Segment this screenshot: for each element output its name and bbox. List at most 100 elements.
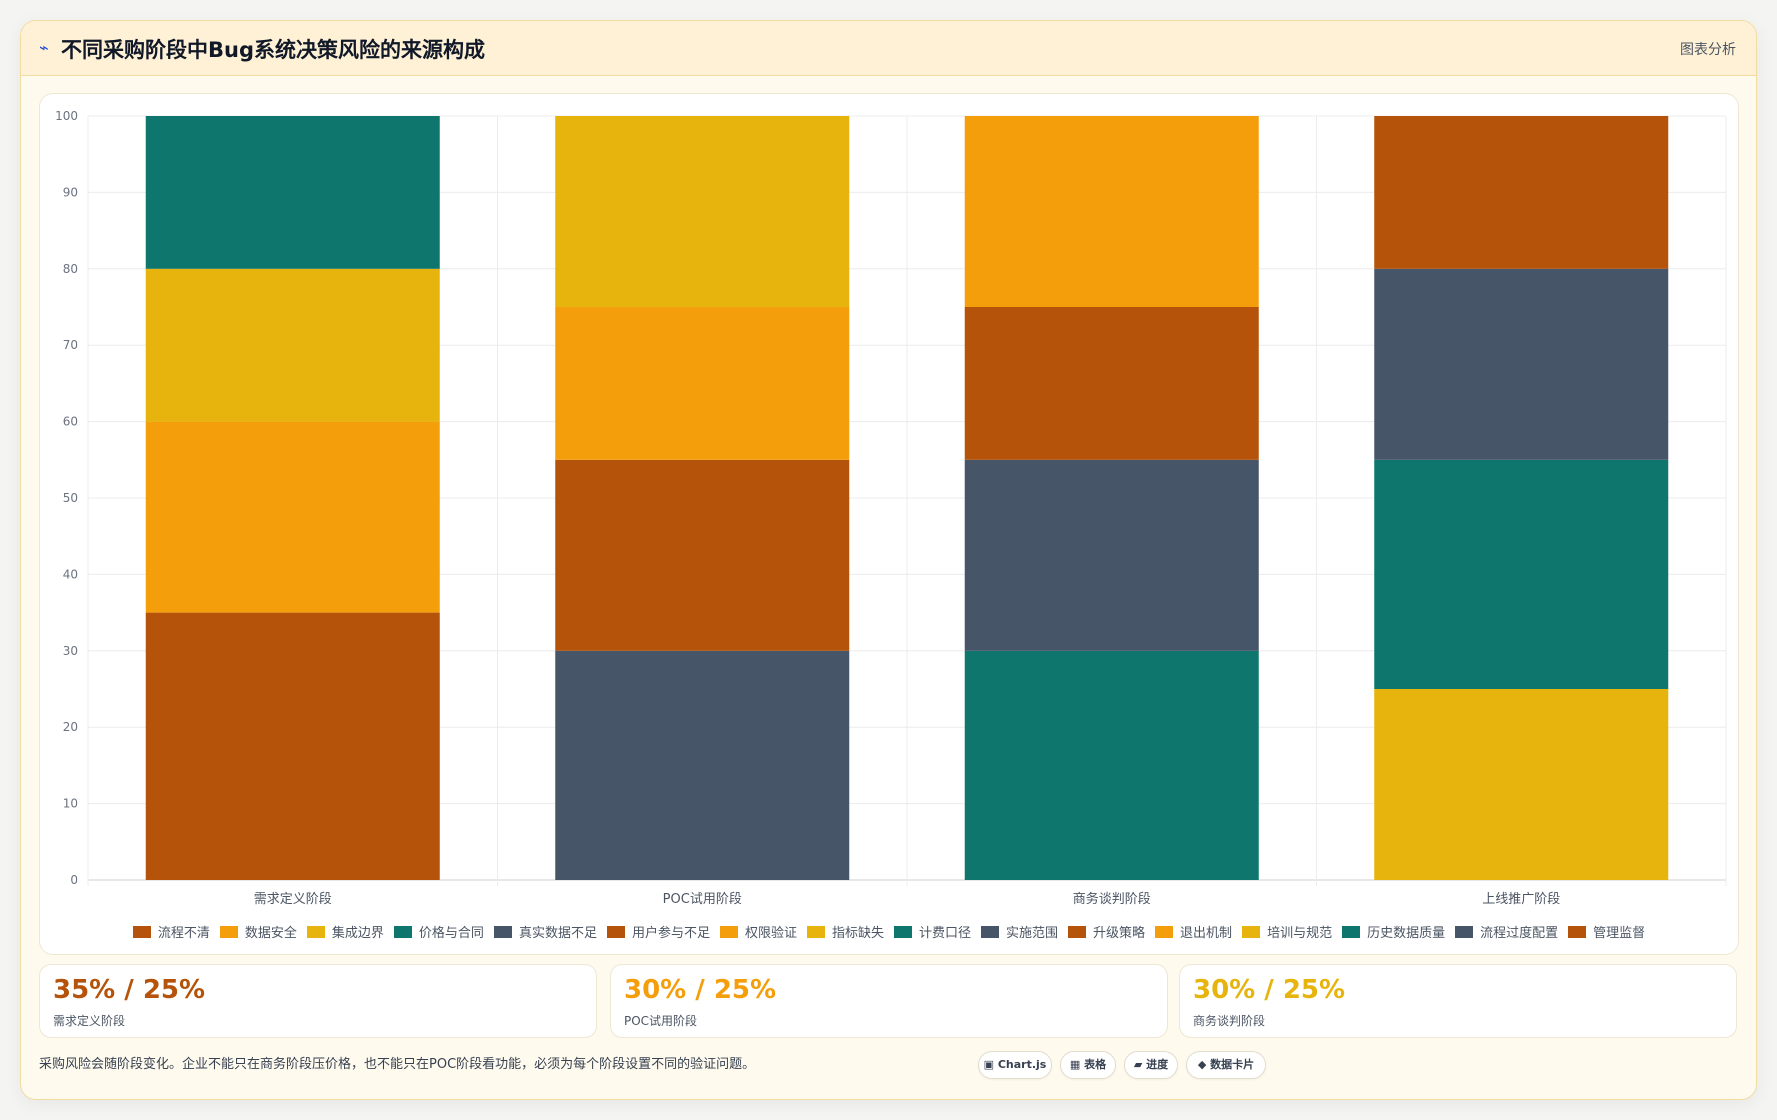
tag-progress[interactable]: ▰ 进度 — [1124, 1051, 1178, 1079]
bar-segment — [1374, 689, 1669, 880]
chart-panel: 0 10 20 30 40 50 60 70 80 90 100 需求定义阶段 POC试用阶段 商务谈判阶… — [39, 93, 1739, 955]
legend-label: 计费口径 — [919, 926, 972, 941]
legend-item[interactable]: 真实数据不足 — [493, 922, 597, 941]
bar-segment — [964, 650, 1259, 880]
footer-note: 采购风险会随阶段变化。企业不能只在商务阶段压价格，也不能只在POC阶段看功能，必… — [39, 1057, 756, 1072]
legend-swatch — [1455, 926, 1474, 938]
legend-label: 退出机制 — [1180, 926, 1233, 941]
y-tick-label: 40 — [63, 567, 78, 581]
bar-segment — [555, 116, 850, 307]
x-tick-label: POC试用阶段 — [663, 892, 742, 907]
y-tick-label: 20 — [63, 720, 78, 734]
legend-swatch — [306, 926, 325, 938]
legend-label: 历史数据质量 — [1367, 926, 1446, 941]
legend-item[interactable]: 退出机制 — [1155, 922, 1232, 941]
page-title: 不同采购阶段中Bug系统决策风险的来源构成 — [61, 38, 485, 62]
legend-swatch — [1155, 926, 1174, 938]
legend-item[interactable]: 集成边界 — [306, 922, 384, 941]
y-tick-label: 80 — [63, 262, 78, 276]
legend-swatch — [806, 926, 825, 938]
legend-item[interactable]: 数据安全 — [219, 922, 297, 941]
legend-swatch — [219, 926, 238, 938]
legend-item[interactable]: 实施范围 — [981, 922, 1058, 941]
legend-label: 流程过度配置 — [1480, 926, 1559, 941]
legend-swatch — [1068, 926, 1087, 938]
legend-swatch — [1342, 926, 1361, 938]
chart-legend: 流程不清 数据安全 集成边界 价格与合同 真实数据不足 用户参与不足 权限验证 指标缺失 计费口… — [40, 922, 1738, 941]
bar-segment — [1374, 268, 1669, 460]
legend-label: 用户参与不足 — [631, 926, 710, 941]
legend-swatch — [132, 926, 151, 938]
tag-table[interactable]: ▦ 表格 — [1060, 1051, 1116, 1079]
y-tick-label: 90 — [63, 185, 78, 199]
legend-swatch — [493, 926, 512, 938]
legend-label: 真实数据不足 — [518, 926, 597, 941]
bar-segment — [555, 650, 850, 880]
legend-item[interactable]: 管理监督 — [1568, 922, 1645, 941]
legend-label: 权限验证 — [744, 926, 797, 941]
stat-label: 商务谈判阶段 — [1193, 1014, 1266, 1028]
stat-label: 需求定义阶段 — [53, 1014, 126, 1028]
bar-segment — [145, 268, 440, 422]
stat-label: POC试用阶段 — [624, 1014, 698, 1028]
stat-value: 30% / 25% — [1193, 975, 1346, 1005]
legend-label: 指标缺失 — [831, 926, 884, 941]
x-tick-label: 上线推广阶段 — [1482, 892, 1560, 907]
legend-label: 价格与合同 — [418, 926, 484, 941]
stat-card: 30% / 25% POC试用阶段 — [610, 964, 1168, 1038]
bar-segment — [964, 307, 1259, 460]
tag-chartjs[interactable]: ▣ Chart.js — [978, 1051, 1052, 1079]
y-tick-label: 30 — [63, 644, 78, 658]
bar-segment — [555, 459, 850, 651]
stat-value: 30% / 25% — [624, 975, 777, 1005]
stat-card: 30% / 25% 商务谈判阶段 — [1179, 964, 1737, 1038]
legend-item[interactable]: 权限验证 — [719, 922, 797, 941]
legend-label: 集成边界 — [331, 926, 384, 941]
legend-swatch — [1242, 926, 1261, 938]
bar-segment — [1374, 459, 1669, 689]
bar-segment — [145, 612, 440, 880]
legend-swatch — [393, 926, 412, 938]
legend-item[interactable]: 流程不清 — [132, 922, 210, 941]
x-tick-label: 需求定义阶段 — [254, 892, 332, 907]
legend-swatch — [1568, 926, 1587, 938]
legend-label: 管理监督 — [1593, 926, 1646, 941]
legend-item[interactable]: 用户参与不足 — [606, 922, 710, 941]
stat-card: 35% / 25% 需求定义阶段 — [39, 964, 597, 1038]
y-tick-label: 0 — [70, 873, 78, 887]
legend-item[interactable]: 培训与规范 — [1242, 922, 1332, 941]
legend-label: 实施范围 — [1006, 926, 1059, 941]
legend-item[interactable]: 流程过度配置 — [1455, 922, 1558, 941]
stat-cards: 35% / 25% 需求定义阶段 30% / 25% POC试用阶段 30% /… — [39, 964, 1737, 1038]
chart-card: ⌁ 不同采购阶段中Bug系统决策风险的来源构成 图表分析 0 10 20 30 40 50… — [20, 20, 1757, 1100]
legend-item[interactable]: 价格与合同 — [393, 922, 484, 941]
legend-item[interactable]: 计费口径 — [894, 922, 971, 941]
legend-item[interactable]: 历史数据质量 — [1342, 922, 1445, 941]
x-tick-label: 商务谈判阶段 — [1073, 891, 1151, 907]
bar-segment — [145, 421, 440, 613]
y-tick-label: 70 — [63, 338, 78, 352]
legend-item[interactable]: 指标缺失 — [806, 922, 884, 941]
y-tick-label: 10 — [63, 797, 78, 811]
legend-label: 数据安全 — [244, 926, 297, 941]
legend-swatch — [981, 926, 1000, 938]
bar-segment — [145, 116, 440, 269]
legend-swatch — [606, 926, 625, 938]
tag-data-card[interactable]: ◆ 数据卡片 — [1186, 1051, 1266, 1079]
chart-analysis-link[interactable]: 图表分析 — [1680, 42, 1736, 58]
legend-swatch — [719, 926, 738, 938]
card-header: ⌁ 不同采购阶段中Bug系统决策风险的来源构成 图表分析 — [21, 21, 1756, 76]
bar-segment — [964, 116, 1259, 307]
legend-label: 流程不清 — [157, 926, 210, 941]
pulse-icon: ⌁ — [39, 38, 49, 57]
bar-segment — [964, 459, 1259, 651]
y-tick-label: 50 — [63, 491, 78, 505]
y-tick-label: 100 — [55, 109, 78, 123]
legend-label: 培训与规范 — [1267, 926, 1333, 941]
legend-label: 升级策略 — [1093, 926, 1146, 941]
stacked-bar-chart: 0 10 20 30 40 50 60 70 80 90 100 需求定义阶段 POC试用阶段 商务谈判阶… — [55, 109, 1727, 907]
bar-segment — [1374, 116, 1669, 269]
bar-segment — [555, 307, 850, 460]
legend-item[interactable]: 升级策略 — [1068, 922, 1145, 941]
stat-value: 35% / 25% — [53, 975, 206, 1005]
